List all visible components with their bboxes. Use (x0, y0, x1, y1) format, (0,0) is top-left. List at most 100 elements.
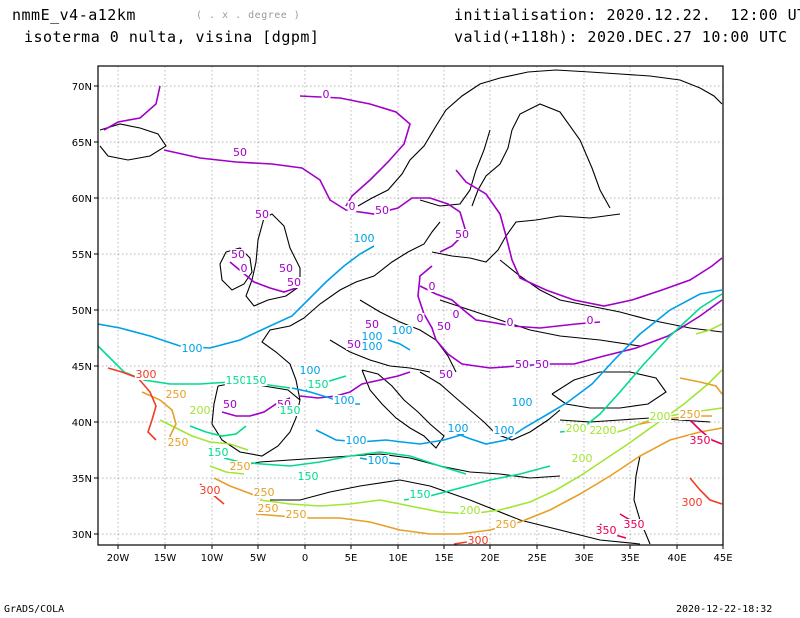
map-frame (97, 65, 724, 546)
isotherm-contours (98, 85, 723, 545)
lat-tick-label: 50N (72, 306, 92, 317)
contour-label-bg (622, 519, 646, 530)
balkans-coast (419, 371, 561, 441)
contour-label-bg (360, 341, 384, 352)
units-label: ( . x . degree ) (196, 10, 301, 21)
contour-100 (98, 245, 723, 465)
norway-interior (419, 129, 491, 207)
central-border-1 (359, 299, 457, 373)
contour-label-150: 150 (226, 374, 247, 387)
lon-tick-label: 25E (527, 553, 546, 564)
contour-label-bg (352, 233, 376, 244)
contour-label-bg (284, 509, 308, 520)
contour-label-bg (344, 435, 368, 446)
contour-label-bg (594, 425, 618, 436)
contour-label-100: 100 (346, 434, 367, 447)
africa-border-1 (270, 479, 431, 501)
contour-label-bg (180, 343, 204, 354)
gulf-of-bothnia (471, 103, 611, 209)
contour-label-0: 0 (417, 312, 424, 325)
contour-label-0: 0 (507, 316, 514, 329)
contour-label-0: 0 (349, 200, 356, 213)
contour-label-100: 100 (362, 330, 383, 343)
contour-label-bg (252, 487, 276, 498)
contour-label-bg (510, 397, 534, 408)
contour-label-bg (451, 309, 461, 320)
contour-label-50: 50 (455, 228, 469, 241)
contour-label-bg (648, 411, 672, 422)
contour-label-100: 100 (182, 342, 203, 355)
contour-label-0: 0 (241, 262, 248, 275)
contour-label-300: 300 (200, 484, 221, 497)
contour-label-100: 100 (362, 340, 383, 353)
contour-label-bg (306, 379, 330, 390)
lon-tick-label: 10E (388, 553, 407, 564)
contour-label-bg (230, 249, 246, 260)
contour-label-150: 150 (308, 378, 329, 391)
valid-time: valid(+118h): 2020.DEC.27 10:00 UTC (454, 28, 788, 46)
africa-border-2 (429, 485, 641, 545)
contour-250 (141, 377, 723, 535)
contour-label-bg (408, 489, 432, 500)
contour-label-50: 50 (535, 358, 549, 371)
contour-label-bg (360, 331, 384, 342)
contour-label-bg (206, 447, 230, 458)
turkey-coast (559, 417, 711, 423)
lon-tick-label: 30E (574, 553, 593, 564)
contour-label-100: 100 (354, 232, 375, 245)
contour-label-200: 200 (596, 424, 617, 437)
contour-label-350: 350 (596, 524, 617, 537)
contour-label-bg (232, 147, 248, 158)
contour-label-bg (228, 461, 252, 472)
contour-label-bg (286, 277, 302, 288)
lat-lon-grid (98, 66, 723, 545)
north-sea-coast (303, 221, 441, 319)
contour-label-0: 0 (429, 280, 436, 293)
contour-label-bg (198, 485, 222, 496)
lon-tick-label: 15W (154, 553, 177, 564)
init-time: initialisation: 2020.12.22. 12:00 UTC (454, 6, 800, 24)
contour-0 (103, 85, 723, 329)
contour-label-100: 100 (494, 424, 515, 437)
lon-tick-label: 45E (713, 553, 732, 564)
contour-label-50: 50 (347, 338, 361, 351)
contour-label-bg (492, 425, 516, 436)
contour-label-bg (278, 405, 302, 416)
lat-tick-label: 30N (72, 530, 92, 541)
contour-label-200: 200 (460, 504, 481, 517)
contour-label-bg (505, 317, 515, 328)
contour-label-200: 200 (566, 422, 587, 435)
contour-label-bg (276, 399, 292, 410)
lon-tick-label: 20W (107, 553, 130, 564)
contour-label-bg (446, 423, 470, 434)
lat-tick-label: 60N (72, 194, 92, 205)
contour-label-150: 150 (246, 374, 267, 387)
footer-timestamp: 2020-12-22-18:32 (676, 604, 773, 615)
contour-label-100: 100 (368, 454, 389, 467)
contour-label-bg (222, 399, 238, 410)
eastern-border-1 (499, 259, 723, 333)
contour-label-250: 250 (680, 408, 701, 421)
contour-label-bg (514, 359, 530, 370)
north-africa-coast (229, 453, 561, 479)
contour-label-150: 150 (280, 404, 301, 417)
lon-tick-label: 15E (434, 553, 453, 564)
contour-label-250: 250 (254, 486, 275, 499)
contour-label-200: 200 (190, 404, 211, 417)
lat-tick-label: 70N (72, 82, 92, 93)
black-sea (551, 371, 667, 409)
contour-label-bg (244, 375, 268, 386)
scandinavia-coast (357, 69, 723, 207)
lon-tick-label: 0 (302, 553, 308, 564)
contour-50 (163, 149, 723, 417)
lat-tick-label: 65N (72, 138, 92, 149)
contour-label-150: 150 (298, 470, 319, 483)
contour-label-250: 250 (286, 508, 307, 521)
contour-label-250: 250 (166, 388, 187, 401)
contour-label-bg (680, 497, 704, 508)
iceland-outline (99, 123, 167, 161)
contour-label-100: 100 (448, 422, 469, 435)
lon-tick-label: 10W (201, 553, 224, 564)
